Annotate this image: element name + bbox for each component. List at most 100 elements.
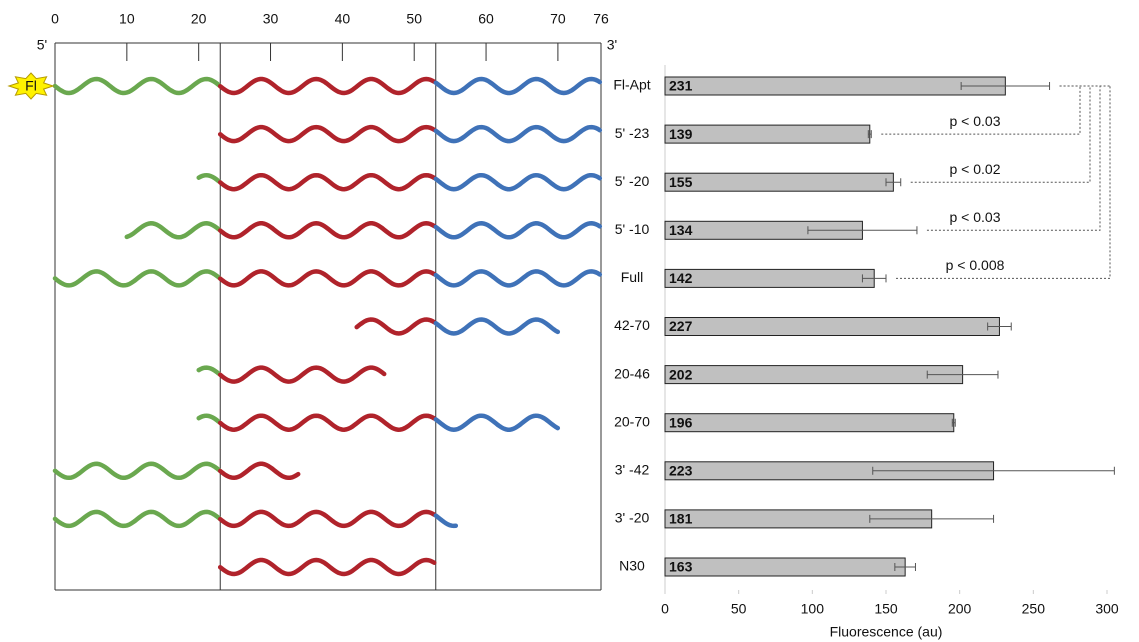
- helix-segment: [217, 172, 437, 192]
- x-tick-label: 10: [119, 11, 135, 27]
- error-bar: [894, 563, 916, 571]
- x-tick-label: 50: [406, 11, 422, 27]
- error-bar: [872, 466, 1115, 475]
- x-tick-label: 0: [51, 11, 59, 27]
- helix-segment: [217, 461, 301, 481]
- helix-segment: [217, 557, 437, 577]
- segment-row: [354, 317, 561, 336]
- bar: [664, 317, 1000, 336]
- error-bar: [987, 322, 1012, 331]
- segment-row: [196, 172, 603, 192]
- category-label: 3' -42: [615, 462, 650, 478]
- helix-segment: [124, 221, 222, 240]
- bar: [664, 365, 964, 385]
- error-bar: [926, 370, 999, 379]
- value-label: 196: [669, 414, 693, 430]
- category-label: 42-70: [614, 317, 650, 333]
- p-value-label: p < 0.02: [950, 161, 1001, 177]
- helix-segment: [217, 269, 437, 288]
- segment-row: [52, 269, 603, 288]
- segment-row: [196, 365, 387, 384]
- bar: [664, 172, 894, 192]
- helix-segment: [217, 221, 437, 240]
- x-tick-label: 30: [263, 11, 279, 27]
- x-tick-label: 60: [478, 11, 494, 27]
- x-tick-label: 250: [1022, 601, 1046, 617]
- helix-segment: [217, 509, 437, 529]
- helix-segment: [196, 365, 221, 376]
- helix-segment: [217, 365, 387, 384]
- category-label: Full: [621, 269, 644, 285]
- value-label: 155: [669, 174, 693, 190]
- error-bar: [951, 418, 956, 427]
- value-label: 227: [669, 318, 693, 334]
- category-label: Fl-Apt: [613, 77, 650, 93]
- category-label: N30: [619, 558, 645, 574]
- helix-segment: [52, 509, 222, 529]
- x-tick-label: 70: [550, 11, 566, 27]
- helix-segment: [433, 124, 603, 144]
- bar: [664, 557, 906, 577]
- helix-segment: [52, 269, 222, 288]
- helix-segment: [196, 172, 221, 184]
- category-label: 20-46: [614, 365, 650, 381]
- value-label: 181: [669, 511, 693, 527]
- significance-bracket: [896, 85, 1111, 279]
- start-label: 5': [37, 37, 47, 53]
- category-label: 20-70: [614, 413, 650, 429]
- x-tick-label: 20: [191, 11, 207, 27]
- category-label: 3' -20: [615, 510, 650, 526]
- x-tick-label: 50: [731, 601, 747, 617]
- helix-segment: [433, 76, 603, 96]
- segment-row: [217, 557, 437, 577]
- fluorophore-tag: [7, 72, 55, 100]
- segment-row: [196, 413, 561, 432]
- bar: [664, 76, 1006, 96]
- bar: [664, 413, 955, 433]
- error-bar: [861, 274, 887, 283]
- x-tick-label: 0: [661, 601, 669, 617]
- error-bar: [869, 514, 995, 523]
- bar: [664, 124, 871, 144]
- segment-row: [52, 509, 459, 529]
- helix-segment: [217, 413, 437, 432]
- segment-row: [124, 221, 603, 240]
- error-bar: [960, 82, 1051, 90]
- value-label: 223: [669, 463, 693, 479]
- helix-segment: [433, 413, 561, 432]
- bar: [664, 268, 875, 288]
- error-bar: [885, 178, 902, 187]
- value-label: 231: [669, 78, 693, 94]
- p-value-label: p < 0.008: [946, 257, 1005, 273]
- p-value-label: p < 0.03: [950, 209, 1001, 225]
- value-label: 163: [669, 559, 693, 575]
- helix-segment: [196, 413, 221, 424]
- helix-segment: [433, 269, 603, 288]
- p-value-label: p < 0.03: [950, 113, 1001, 129]
- error-bar: [807, 226, 918, 235]
- value-label: 139: [669, 126, 693, 142]
- helix-segment: [433, 172, 603, 192]
- x-tick-label: 300: [1095, 601, 1119, 617]
- helix-segment: [433, 513, 459, 529]
- segment-row: [217, 124, 603, 144]
- x-tick-label: 100: [801, 601, 825, 617]
- category-label: 5' -10: [615, 221, 650, 237]
- segment-row: [52, 461, 301, 481]
- x-tick-label: 150: [874, 601, 898, 617]
- x-tick-label: 40: [335, 11, 351, 27]
- end-label: 3': [607, 37, 617, 53]
- tag-label: Fl: [25, 78, 37, 94]
- x-tick-label: 200: [948, 601, 972, 617]
- error-bar: [867, 130, 872, 139]
- helix-segment: [433, 317, 561, 336]
- helix-segment: [354, 317, 437, 336]
- helix-segment: [217, 76, 437, 96]
- category-label: 5' -20: [615, 173, 650, 189]
- helix-segment: [217, 124, 437, 144]
- helix-segment: [433, 221, 603, 240]
- value-label: 142: [669, 270, 693, 286]
- value-label: 202: [669, 366, 693, 382]
- x-axis-title: Fluorescence (au): [830, 624, 943, 640]
